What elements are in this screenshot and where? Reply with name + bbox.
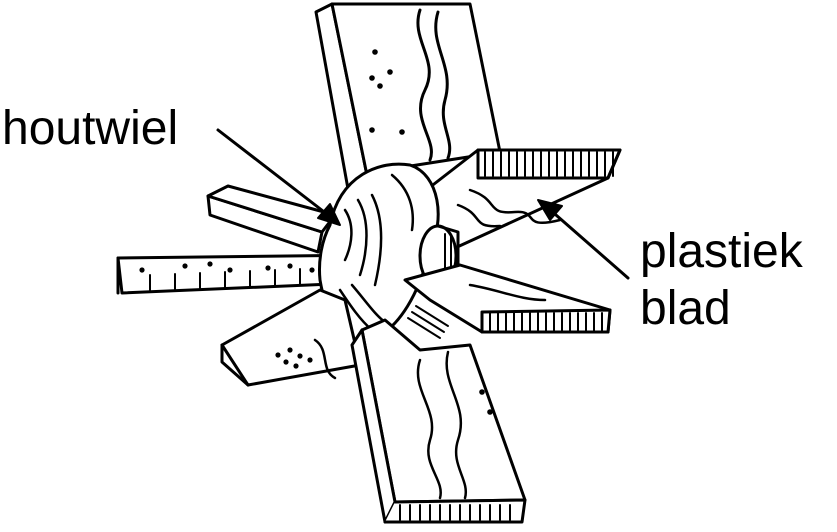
arrow-plastiek-blad <box>537 199 630 280</box>
label-blad: blad <box>640 282 731 335</box>
plastic-blade-upper-right <box>383 148 622 250</box>
label-houtwiel: houtwiel <box>2 102 179 155</box>
wooden-blade-bottom <box>350 305 527 524</box>
plastic-blade-lower-right <box>403 263 612 334</box>
wooden-blade-top <box>314 2 502 202</box>
arrow-houtwiel <box>216 128 341 226</box>
label-plastiek: plastiek <box>640 225 803 278</box>
plastic-blade-lower-left <box>220 288 362 387</box>
plastic-blade-upper-left <box>206 184 337 254</box>
